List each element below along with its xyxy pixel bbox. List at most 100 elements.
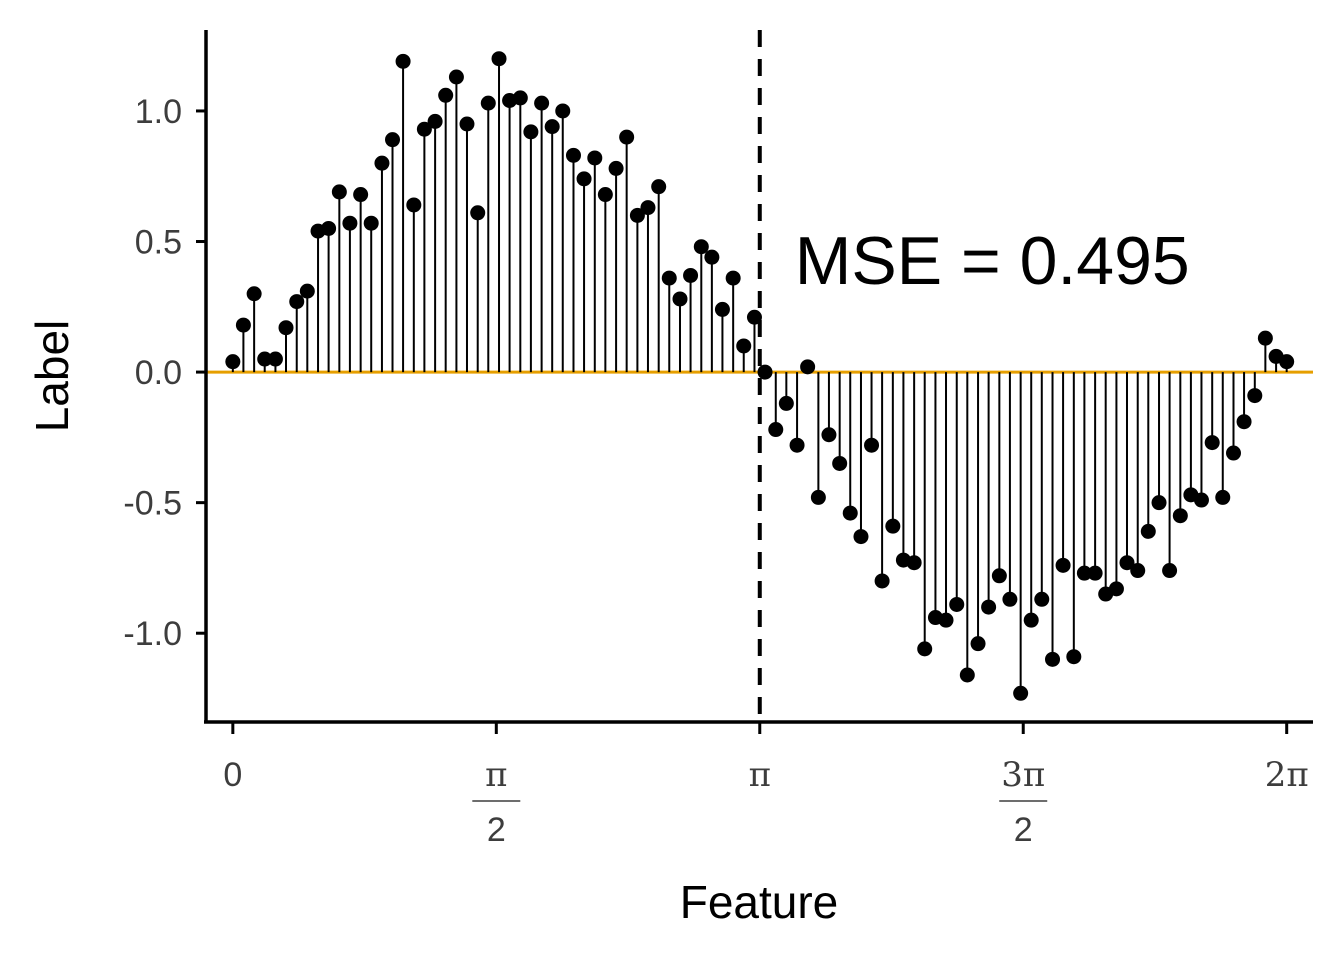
x-tick-label: 2π <box>1265 755 1309 795</box>
data-point <box>1257 330 1273 346</box>
data-point <box>565 147 581 163</box>
data-point <box>981 599 997 615</box>
data-point <box>1023 612 1039 628</box>
data-point <box>470 205 486 221</box>
data-point <box>885 518 901 534</box>
data-point <box>714 301 730 317</box>
data-point <box>864 437 880 453</box>
data-point <box>395 53 411 69</box>
data-point <box>438 87 454 103</box>
data-point <box>363 215 379 231</box>
data-point <box>768 422 784 438</box>
x-tick-label: π <box>485 755 507 795</box>
data-point <box>619 129 635 145</box>
data-point <box>1140 523 1156 539</box>
x-tick-label-denominator: 2 <box>1014 811 1033 849</box>
data-point <box>331 184 347 200</box>
data-point <box>246 286 262 302</box>
data-point <box>257 351 273 367</box>
data-point <box>1087 565 1103 581</box>
x-axis-title: Feature <box>680 876 839 928</box>
data-point <box>459 116 475 132</box>
data-point <box>480 95 496 111</box>
data-point <box>832 455 848 471</box>
data-point <box>938 612 954 628</box>
data-point <box>1162 563 1178 579</box>
data-point <box>1002 591 1018 607</box>
data-point <box>555 103 571 119</box>
data-point <box>789 437 805 453</box>
data-point <box>608 160 624 176</box>
data-point <box>874 573 890 589</box>
data-point <box>1172 508 1188 524</box>
data-point <box>991 568 1007 584</box>
data-point <box>406 197 422 213</box>
data-point <box>778 395 794 411</box>
data-point <box>416 121 432 137</box>
data-point <box>672 291 688 307</box>
data-point <box>267 351 283 367</box>
data-point <box>1225 445 1241 461</box>
data-point <box>736 338 752 354</box>
data-point <box>374 155 390 171</box>
x-tick-label: 3π <box>1001 755 1045 795</box>
data-point <box>523 124 539 140</box>
data-point <box>970 636 986 652</box>
data-point <box>321 220 337 236</box>
data-point <box>842 505 858 521</box>
data-point <box>757 364 773 380</box>
data-point <box>1204 435 1220 451</box>
data-point <box>1236 414 1252 430</box>
data-point <box>1279 354 1295 370</box>
data-point <box>1215 489 1231 505</box>
data-point <box>1193 492 1209 508</box>
data-point <box>1130 563 1146 579</box>
data-point <box>534 95 550 111</box>
data-point <box>225 354 241 370</box>
data-point <box>810 489 826 505</box>
y-axis-title: Label <box>26 320 78 433</box>
data-point <box>512 90 528 106</box>
y-tick-label: 0.0 <box>135 354 182 392</box>
data-point <box>949 596 965 612</box>
data-point <box>427 113 443 129</box>
data-point <box>1247 388 1263 404</box>
data-point <box>725 270 741 286</box>
data-point <box>651 179 667 195</box>
points <box>225 51 1295 701</box>
data-point <box>235 317 251 333</box>
data-point <box>906 555 922 571</box>
plot-area <box>206 30 1313 722</box>
x-tick-label-denominator: 2 <box>487 811 506 849</box>
y-tick-label: 1.0 <box>135 93 182 131</box>
data-point <box>1151 495 1167 511</box>
data-point <box>1108 581 1124 597</box>
data-point <box>278 320 294 336</box>
data-point <box>299 283 315 299</box>
y-tick-label: -1.0 <box>123 615 182 653</box>
data-point <box>1066 649 1082 665</box>
data-point <box>448 69 464 85</box>
data-point <box>917 641 933 657</box>
x-tick-label: π <box>749 755 771 795</box>
data-point <box>544 119 560 135</box>
y-ticks: 1.0 0.5 0.0 -0.5 -1.0 <box>123 93 206 653</box>
data-point <box>342 215 358 231</box>
x-tick-label: 0 <box>223 756 242 794</box>
data-point <box>1055 557 1071 573</box>
data-point <box>353 187 369 203</box>
data-point <box>576 171 592 187</box>
data-point <box>853 529 869 545</box>
data-point <box>1013 685 1029 701</box>
data-point <box>704 249 720 265</box>
data-point <box>1045 651 1061 667</box>
data-point <box>491 51 507 67</box>
data-point <box>683 267 699 283</box>
data-point <box>959 667 975 683</box>
data-point <box>1034 591 1050 607</box>
data-point <box>597 187 613 203</box>
data-point <box>1076 565 1092 581</box>
data-point <box>661 270 677 286</box>
